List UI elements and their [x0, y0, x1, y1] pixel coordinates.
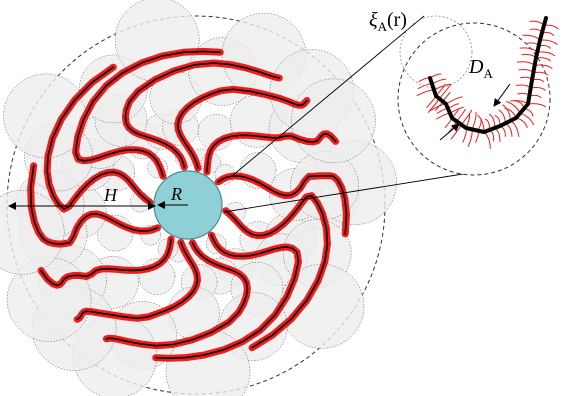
chain-backbone — [40, 238, 172, 287]
chain-backbone — [177, 88, 308, 170]
label-h: H — [103, 185, 118, 205]
zoom-line-lower — [223, 167, 489, 213]
side-chain — [471, 111, 477, 130]
chain-backbone — [74, 50, 222, 178]
zoom-chain-group — [416, 16, 559, 149]
da-arrow-lower — [439, 123, 460, 141]
chain-backbone — [76, 241, 199, 321]
zoom-line-upper — [231, 15, 425, 177]
blob — [0, 190, 65, 275]
zoom-blob-outline — [399, 15, 473, 89]
zoom-circle — [397, 22, 551, 176]
chain-backbone — [105, 241, 249, 347]
chain-layer — [27, 47, 350, 362]
chain-backbone — [224, 194, 329, 349]
chain-backbone — [217, 174, 348, 235]
chain-backbone — [206, 132, 337, 173]
chain-backbone — [29, 165, 159, 245]
side-chain — [543, 24, 559, 30]
blob — [114, 0, 200, 83]
da-arrow-upper — [493, 83, 511, 107]
label-da: DA — [468, 56, 493, 81]
side-chain — [529, 20, 545, 26]
zoom-backbone — [428, 16, 548, 134]
chain-backbone — [124, 62, 281, 168]
blob — [279, 264, 365, 349]
side-chain — [438, 84, 452, 100]
side-chain — [537, 51, 556, 57]
side-chain — [522, 34, 541, 41]
chain-backbone — [154, 234, 300, 359]
chain-backbone — [46, 66, 151, 210]
label-xi: ξA(r) — [369, 9, 407, 34]
side-chain — [445, 96, 463, 105]
label-r: R — [170, 184, 182, 204]
side-chain — [460, 109, 473, 126]
side-chain — [539, 39, 558, 46]
